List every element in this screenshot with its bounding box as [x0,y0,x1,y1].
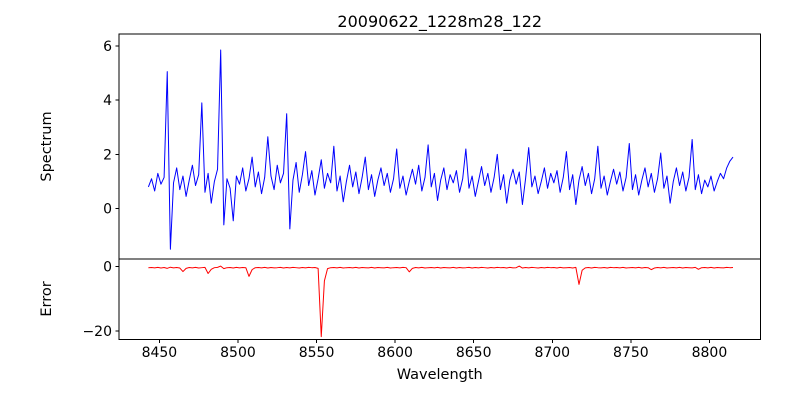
x-tick-label: 8700 [534,345,570,361]
spectrum-y-axis-label: Spectrum [39,111,55,181]
spectrum-panel-frame [118,33,761,260]
x-tick-label: 8450 [142,345,178,361]
spectrum-y-tick-label: 0 [103,202,112,218]
x-tick-label: 8600 [377,345,413,361]
x-axis-label: Wavelength [397,367,483,383]
x-tick-label: 8550 [299,345,335,361]
x-tick-label: 8800 [692,345,728,361]
error-y-tick-label: −20 [82,324,112,340]
error-y-axis-label: Error [39,281,55,316]
x-tick-label: 8650 [456,345,492,361]
data-series-layer [147,49,734,338]
chart-title: 20090622_1228m28_122 [337,12,542,32]
spectrum-y-tick-label: 2 [103,147,112,163]
error-panel-frame [118,258,761,340]
spectrum-y-tick-label: 4 [103,93,112,109]
x-tick-label: 8500 [220,345,256,361]
error-y-tick-label: 0 [103,259,112,275]
axes-layer: 0 2 4 6 0 −20 8450 8500 8550 8600 8650 8700 8750 8800 [82,33,761,361]
error-line [148,265,734,338]
x-tick-label: 8750 [613,345,649,361]
spectrum-line [147,49,734,250]
spectrum-y-tick-label: 6 [103,39,112,55]
